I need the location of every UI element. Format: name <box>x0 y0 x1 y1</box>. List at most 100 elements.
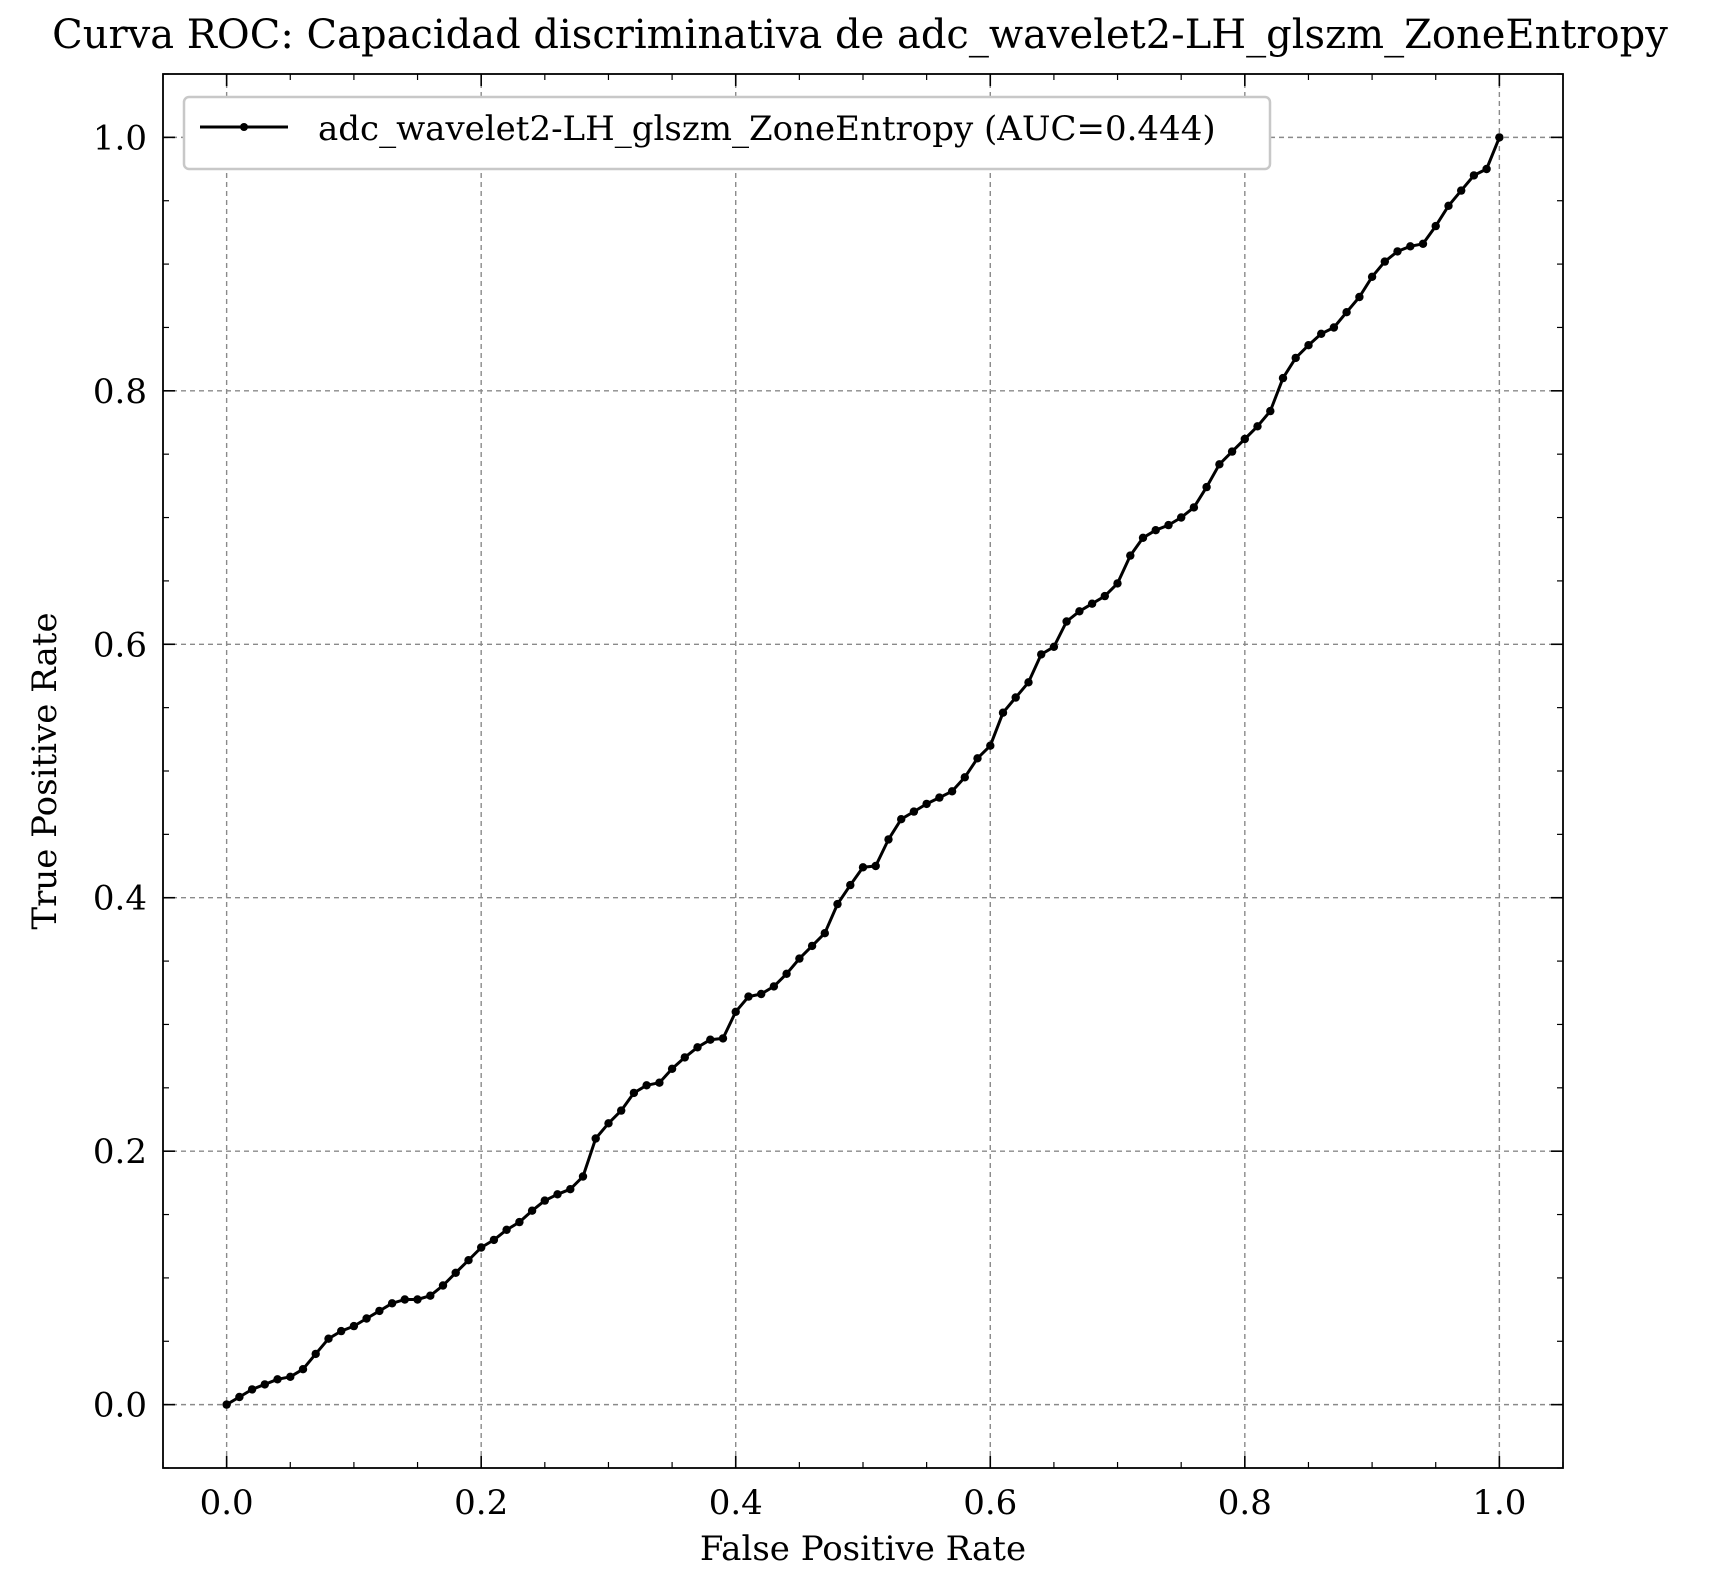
y-tick-label: 0.4 <box>93 879 147 919</box>
roc-curve-point <box>247 1385 257 1394</box>
roc-curve-point <box>973 754 982 763</box>
roc-curve-point <box>273 1375 282 1384</box>
roc-curve-point <box>1126 551 1135 560</box>
roc-curve-point <box>1215 460 1224 469</box>
tick-layer: 0.0 0.2 0.4 0.6 0.8 1.0 0.0 0.2 0.4 0.6 0.8 1.0 <box>93 73 1564 1523</box>
roc-curve-point <box>1431 221 1440 231</box>
roc-curve-point <box>426 1291 435 1300</box>
roc-curve-point <box>1304 341 1313 350</box>
roc-curve-point <box>1075 607 1084 616</box>
roc-curve-point <box>604 1119 613 1128</box>
roc-curve-point <box>1291 353 1300 363</box>
roc-curve-point <box>362 1314 371 1323</box>
roc-curve-point <box>1024 678 1033 687</box>
roc-curve-point <box>286 1372 295 1382</box>
roc-curve-point <box>1011 693 1020 702</box>
roc-curve-point <box>820 929 829 938</box>
roc-curve-point <box>1049 642 1059 651</box>
y-tick-label: 1.0 <box>93 118 147 158</box>
roc-curve-point <box>1329 323 1339 332</box>
roc-curve-point <box>502 1225 511 1235</box>
roc-curve-point <box>1406 242 1415 251</box>
roc-curve-point <box>922 799 931 809</box>
roc-curve-point <box>1100 591 1110 601</box>
roc-curve-point <box>451 1268 460 1278</box>
roc-curve-point <box>464 1256 473 1265</box>
roc-curve-point <box>617 1106 626 1115</box>
legend: adc_wavelet2-LH_glszm_ZoneEntropy (AUC=0… <box>182 95 1272 171</box>
roc-curve-point <box>1266 406 1275 416</box>
roc-curve-point <box>629 1088 639 1098</box>
roc-curve-point <box>1087 599 1097 608</box>
roc-curve-point <box>1062 617 1071 626</box>
legend-box <box>182 95 1272 171</box>
roc-curve-point <box>413 1295 422 1304</box>
x-tick-label: 0.0 <box>200 1483 254 1523</box>
roc-curve-point <box>1164 520 1173 530</box>
y-tick-label: 0.6 <box>93 625 147 665</box>
roc-curve-point <box>515 1217 524 1227</box>
roc-curve-point <box>947 787 957 796</box>
roc-curve-point <box>998 708 1008 717</box>
roc-curve-point <box>1227 447 1237 456</box>
roc-curve-point <box>540 1196 549 1205</box>
roc-curve-point <box>935 793 944 802</box>
roc-curve-point <box>769 982 779 991</box>
roc-curve-point <box>1393 247 1402 256</box>
roc-curve-point <box>858 863 868 872</box>
y-tick-label: 0.2 <box>93 1132 147 1172</box>
roc-curve-point <box>1151 526 1160 535</box>
roc-curve-point <box>884 835 893 844</box>
roc-curve-point <box>833 899 842 909</box>
grid-layer <box>163 74 1563 1468</box>
roc-curve-point <box>349 1321 359 1331</box>
roc-curve-point <box>1113 579 1122 588</box>
y-axis-label: True Positive Rate <box>25 612 65 929</box>
roc-curve-point <box>400 1295 409 1304</box>
roc-curve-point <box>744 992 753 1001</box>
roc-curve-point <box>642 1081 651 1090</box>
legend-entry-label: adc_wavelet2-LH_glszm_ZoneEntropy (AUC=0… <box>318 109 1216 149</box>
roc-curve-point <box>260 1380 269 1389</box>
roc-curve-point <box>1342 308 1351 317</box>
roc-curve-point <box>1138 533 1148 542</box>
roc-curve-point <box>438 1281 448 1290</box>
roc-curve-point <box>807 941 817 951</box>
roc-curve-point <box>718 1034 728 1043</box>
roc-curve-point <box>1418 239 1428 248</box>
roc-curve-point <box>693 1043 702 1052</box>
roc-curve-point <box>731 1007 740 1016</box>
roc-curve-point <box>680 1053 689 1062</box>
roc-curve-point <box>1469 171 1479 180</box>
roc-curve-point <box>578 1172 588 1181</box>
roc-curve-point <box>1253 422 1262 431</box>
roc-curve-point <box>757 989 766 999</box>
roc-curve-point <box>387 1299 397 1308</box>
plot-area-frame <box>162 73 1564 1469</box>
roc-curve-point <box>222 1400 231 1409</box>
roc-curve-point <box>871 861 880 871</box>
roc-curve-point <box>337 1326 346 1336</box>
x-axis-label: False Positive Rate <box>700 1529 1026 1569</box>
roc-curve-point <box>1202 482 1211 492</box>
roc-curve-point <box>1240 434 1250 444</box>
roc-curve-point <box>795 954 804 963</box>
roc-curve-point <box>1037 650 1046 659</box>
x-tick-label: 0.6 <box>963 1483 1017 1523</box>
roc-curve-point <box>1278 373 1288 383</box>
x-tick-label: 1.0 <box>1472 1483 1526 1523</box>
roc-curve-point <box>311 1349 320 1359</box>
roc-curve-point <box>375 1306 384 1316</box>
roc-curve-point <box>846 880 855 890</box>
roc-curve-point <box>706 1035 715 1044</box>
y-tick-label: 0.0 <box>93 1386 147 1426</box>
roc-curve-point <box>527 1206 537 1215</box>
roc-curve-point <box>1355 292 1364 302</box>
chart-title: Curva ROC: Capacidad discriminativa de a… <box>52 12 1668 58</box>
roc-curve-point <box>1495 133 1504 142</box>
roc-curve-point <box>566 1185 575 1194</box>
roc-curve-point <box>1317 329 1326 338</box>
roc-curve-point <box>655 1078 664 1087</box>
